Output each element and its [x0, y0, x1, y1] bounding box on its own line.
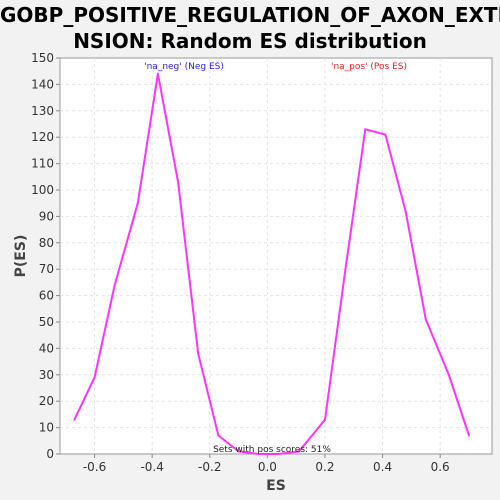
y-axis-ticks: 0 10 20 30 40 50 60 70 80 90 100 110 120 130 140 150	[31, 51, 60, 461]
x-tick-label: -0.2	[198, 460, 221, 474]
x-axis-ticks: -0.6 -0.4 -0.2 0.0 0.2 0.4 0.6	[83, 454, 450, 474]
pos-annotation: 'na_pos' (Pos ES)	[331, 62, 407, 72]
grid-lines	[60, 58, 492, 454]
chart-title-line-2: NSION: Random ES distribution	[73, 29, 427, 53]
neg-annotation: 'na_neg' (Neg ES)	[144, 62, 224, 72]
series-line	[73, 72, 470, 455]
data-point	[177, 181, 180, 184]
data-point	[136, 202, 139, 205]
y-tick-label: 130	[31, 104, 54, 118]
y-tick-label: 0	[46, 447, 54, 461]
data-point	[73, 418, 76, 421]
data-point	[257, 453, 260, 455]
data-point	[298, 450, 300, 453]
y-axis-label: P(ES)	[13, 235, 29, 278]
data-point	[468, 434, 470, 437]
y-tick-label: 110	[31, 157, 54, 171]
y-tick-label: 100	[31, 183, 54, 197]
series-group	[73, 72, 470, 455]
data-point	[217, 434, 220, 437]
y-tick-label: 150	[31, 51, 54, 65]
chart-title: GOBP_POSITIVE_REGULATION_OF_AXON_EXTE NS…	[0, 0, 500, 54]
x-tick-label: 0.4	[373, 460, 392, 474]
x-tick-label: -0.6	[83, 460, 106, 474]
data-point	[447, 373, 450, 376]
pos-scores-annotation: Sets with pos scores: 51%	[213, 445, 331, 455]
x-tick-label: 0.6	[431, 460, 450, 474]
data-point	[277, 453, 280, 455]
chart-title-line-1: GOBP_POSITIVE_REGULATION_OF_AXON_EXTE	[0, 3, 500, 27]
y-tick-label: 10	[39, 421, 54, 435]
y-tick-label: 80	[39, 236, 54, 250]
data-point	[424, 318, 427, 321]
data-point	[113, 284, 116, 286]
y-tick-label: 20	[39, 394, 54, 408]
y-tick-label: 90	[39, 209, 54, 223]
y-tick-label: 30	[39, 368, 54, 382]
data-point	[197, 352, 200, 355]
y-tick-label: 70	[39, 262, 54, 276]
y-tick-label: 140	[31, 77, 54, 91]
y-tick-label: 40	[39, 341, 54, 355]
x-tick-label: 0.0	[258, 460, 277, 474]
y-tick-label: 50	[39, 315, 54, 329]
data-point	[404, 210, 407, 213]
y-tick-label: 120	[31, 130, 54, 144]
data-point	[237, 450, 240, 453]
data-point	[364, 128, 367, 131]
x-axis-label: ES	[266, 478, 286, 494]
x-tick-label: -0.4	[140, 460, 163, 474]
plot-area	[59, 57, 493, 455]
data-point	[156, 72, 159, 75]
data-point	[93, 376, 96, 379]
y-tick-label: 60	[39, 289, 54, 303]
x-tick-label: 0.2	[315, 460, 334, 474]
data-point	[384, 133, 387, 136]
data-point	[324, 418, 326, 421]
data-point	[344, 270, 347, 273]
